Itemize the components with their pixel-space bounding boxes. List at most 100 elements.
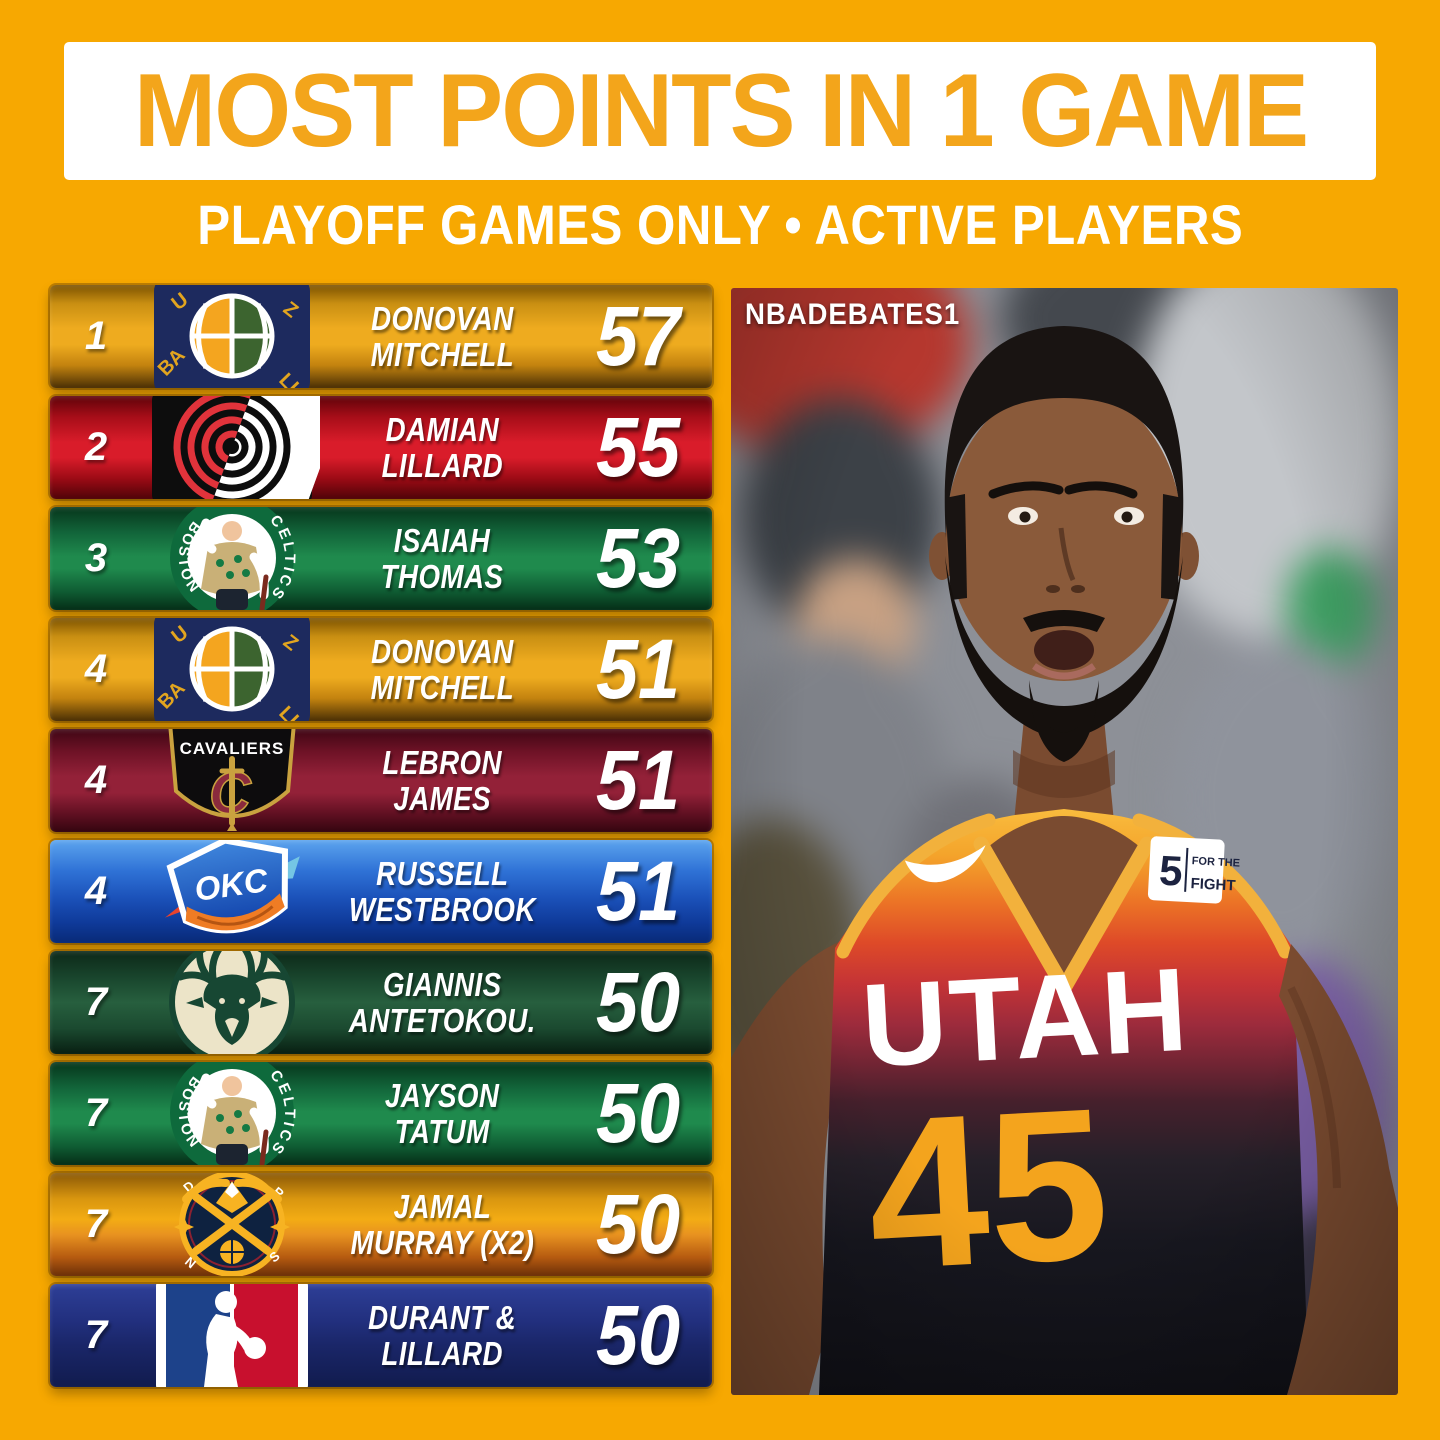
player-name: JAMAL MURRAY (X2): [320, 1187, 564, 1261]
player-name-line2: TATUM: [394, 1112, 490, 1150]
points-value: 51: [595, 622, 681, 716]
leaderboard-row: 3 CELTICS BOSTON ISAIAH THOMAS: [50, 507, 712, 610]
patch-number: 5: [1158, 847, 1184, 895]
patch-line2: FIGHT: [1190, 875, 1236, 894]
boston-celtics-logo: CELTICS BOSTON: [142, 1062, 320, 1165]
jersey-wordmark: UTAH: [859, 944, 1192, 1093]
player-mustache: [1023, 610, 1105, 632]
jersey: [819, 809, 1309, 1395]
patch-line1: FOR THE: [1191, 855, 1240, 870]
rank-label: 4: [84, 758, 108, 802]
page-subtitle: PLAYOFF GAMES ONLY • ACTIVE PLAYERS: [197, 193, 1243, 256]
player-photo: 5 FOR THE FIGHT UTAH 45 NBADEBATES1: [731, 288, 1398, 1395]
player-brow-right: [1064, 481, 1138, 499]
rank-label: 3: [84, 536, 108, 580]
denver-nuggets-logo: D R N S: [142, 1173, 320, 1276]
player-name: DONOVAN MITCHELL: [320, 632, 564, 706]
neck-shadow: [1013, 750, 1115, 798]
player-beard: [945, 556, 1183, 738]
jersey-collar: [973, 836, 1155, 1004]
player-name-line1: GIANNIS: [382, 965, 502, 1003]
player-name-line2: JAMES: [393, 779, 491, 817]
player-name-line2: LILLARD: [381, 446, 503, 484]
leaderboard-row: 7 CELTICS BOSTON JAYSON TATUM: [50, 1062, 712, 1165]
milwaukee-bucks-logo: [142, 951, 320, 1054]
rank-label: 2: [84, 425, 108, 469]
leaderboard-row: 2 DAMIAN LILLARD 55: [50, 396, 712, 499]
player-name-line2: MITCHELL: [370, 335, 514, 373]
player-name-line1: ISAIAH: [393, 521, 491, 559]
points-value: 50: [595, 955, 681, 1049]
charity-patch: 5 FOR THE FIGHT: [1147, 836, 1240, 904]
rank-label: 1: [84, 314, 108, 358]
player-name-line2: ANTETOKOU.: [348, 1001, 536, 1039]
rank-label: 7: [84, 1091, 108, 1135]
points-value: 50: [595, 1177, 681, 1271]
player-name: RUSSELL WESTBROOK: [320, 854, 564, 928]
player-name-line1: DONOVAN: [370, 632, 514, 670]
player-name-line2: WESTBROOK: [348, 890, 536, 928]
player-left-arm: [731, 940, 863, 1395]
points-value: 55: [595, 400, 681, 494]
player-name-line2: THOMAS: [380, 557, 504, 595]
points-value: 50: [595, 1288, 681, 1382]
points-value: 53: [595, 511, 681, 605]
player-brow-left: [988, 481, 1064, 499]
nba-logo: [142, 1284, 320, 1387]
player-name: DONOVAN MITCHELL: [320, 299, 564, 373]
chest-skin: [987, 816, 1141, 980]
player-nose: [1058, 527, 1076, 582]
rank-label: 7: [84, 980, 108, 1024]
trail-blazers-logo: [142, 396, 320, 499]
svg-text:CAVALIERS: CAVALIERS: [180, 739, 285, 758]
watermark: NBADEBATES1: [745, 298, 961, 331]
rank-label: 7: [84, 1313, 108, 1357]
page-subtitle-wrap: PLAYOFF GAMES ONLY • ACTIVE PLAYERS: [0, 192, 1440, 257]
utah-jazz-logo: U Z BA LL: [142, 618, 320, 721]
player-name-line2: LILLARD: [381, 1334, 503, 1372]
page-title: MOST POINTS IN 1 GAME: [133, 52, 1308, 169]
leaderboard-row: 4 CAVALIERS C LEBRON JAMES 51: [50, 729, 712, 832]
leaderboard-row: 7 DURANT & LILLARD 50: [50, 1284, 712, 1387]
leaderboard-row: 4 U Z BA LL DONOVAN MITCHELL 51: [50, 618, 712, 721]
player-name: ISAIAH THOMAS: [320, 521, 564, 595]
rank-label: 7: [84, 1202, 108, 1246]
player-name-line1: DONOVAN: [370, 299, 514, 337]
player-name-line1: JAYSON: [384, 1076, 500, 1114]
rank-label: 4: [84, 647, 108, 691]
player-name: JAYSON TATUM: [320, 1076, 564, 1150]
player-name: LEBRON JAMES: [320, 743, 564, 817]
player-mouth: [1034, 630, 1094, 670]
boston-celtics-logo: CELTICS BOSTON: [142, 507, 320, 610]
cleveland-cavaliers-logo: CAVALIERS C: [142, 729, 320, 832]
leaderboard-row: 7 D R N S JAMAL MURRAY (X2) 50: [50, 1173, 712, 1276]
player-goatee: [1029, 680, 1099, 762]
player-head: [929, 326, 1199, 762]
player-right-arm: [1279, 944, 1398, 1395]
jersey-number: 45: [862, 1062, 1113, 1315]
player-name: GIANNIS ANTETOKOU.: [320, 965, 564, 1039]
player-name-line1: DAMIAN: [385, 410, 499, 448]
player-name-line2: MURRAY (X2): [350, 1223, 534, 1261]
player-name-line2: MITCHELL: [370, 668, 514, 706]
player-name-line1: LEBRON: [382, 743, 502, 781]
leaderboard-row: 4 OKC RUSSELL WESTBROOK 51: [50, 840, 712, 943]
okc-thunder-logo: OKC: [142, 840, 320, 943]
leaderboard-row: 1 U Z BA LL DONOVAN MITCHELL 57: [50, 285, 712, 388]
points-value: 51: [595, 844, 681, 938]
player-hair: [944, 326, 1184, 538]
player-name-line1: DURANT &: [367, 1298, 517, 1336]
points-value: 50: [595, 1066, 681, 1160]
points-value: 57: [595, 289, 681, 383]
utah-jazz-logo: U Z BA LL: [142, 285, 320, 388]
leaderboard-row: 7 GIANNIS ANTETOKOU. 50: [50, 951, 712, 1054]
rank-label: 4: [84, 869, 108, 913]
player-name-line1: RUSSELL: [375, 854, 509, 892]
title-banner: MOST POINTS IN 1 GAME: [64, 42, 1376, 180]
leaderboard-list: 1 U Z BA LL DONOVAN MITCHELL 57 2: [50, 285, 712, 1387]
player-illustration: 5 FOR THE FIGHT UTAH 45: [731, 326, 1398, 1395]
player-name: DAMIAN LILLARD: [320, 410, 564, 484]
player-name-line1: JAMAL: [393, 1187, 491, 1225]
points-value: 51: [595, 733, 681, 827]
